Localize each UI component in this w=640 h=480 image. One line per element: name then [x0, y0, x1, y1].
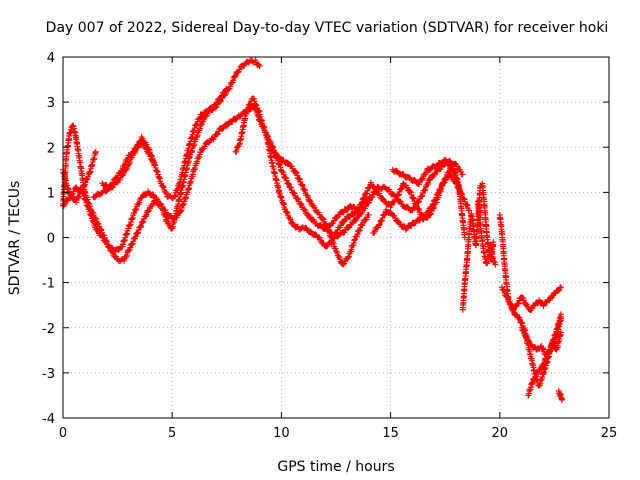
data-series-track-6 [232, 95, 361, 233]
data-series-track-12 [389, 156, 464, 196]
data-series-track-2 [60, 57, 263, 265]
x-tick-label: 20 [492, 426, 509, 441]
y-tick-label: -2 [42, 322, 55, 337]
data-series-track-14 [474, 198, 499, 268]
y-tick-label: 3 [47, 96, 55, 111]
x-tick-label: 25 [601, 426, 618, 441]
x-tick-label: 5 [168, 426, 176, 441]
y-axis-label: SDTVAR / TECUs [7, 181, 23, 296]
plot-frame [62, 56, 610, 419]
data-series-track-5 [99, 134, 158, 192]
series-layer [60, 57, 566, 403]
x-tick-label: 10 [273, 426, 290, 441]
y-tick-label: -3 [42, 367, 55, 382]
data-series-track-18 [525, 311, 564, 399]
x-tick-label: 15 [382, 426, 399, 441]
chart-title: Day 007 of 2022, Sidereal Day-to-day VTE… [46, 20, 609, 36]
y-tick-label: -4 [42, 412, 55, 427]
x-tick-label: 0 [59, 426, 67, 441]
y-tick-label: 2 [47, 141, 55, 156]
y-tick-label: 0 [47, 232, 55, 247]
y-tick-label: 1 [47, 186, 55, 201]
x-axis-label: GPS time / hours [277, 459, 394, 475]
data-series-track-19 [555, 387, 566, 403]
y-tick-label: -1 [42, 277, 55, 292]
y-tick-label: 4 [47, 51, 55, 66]
